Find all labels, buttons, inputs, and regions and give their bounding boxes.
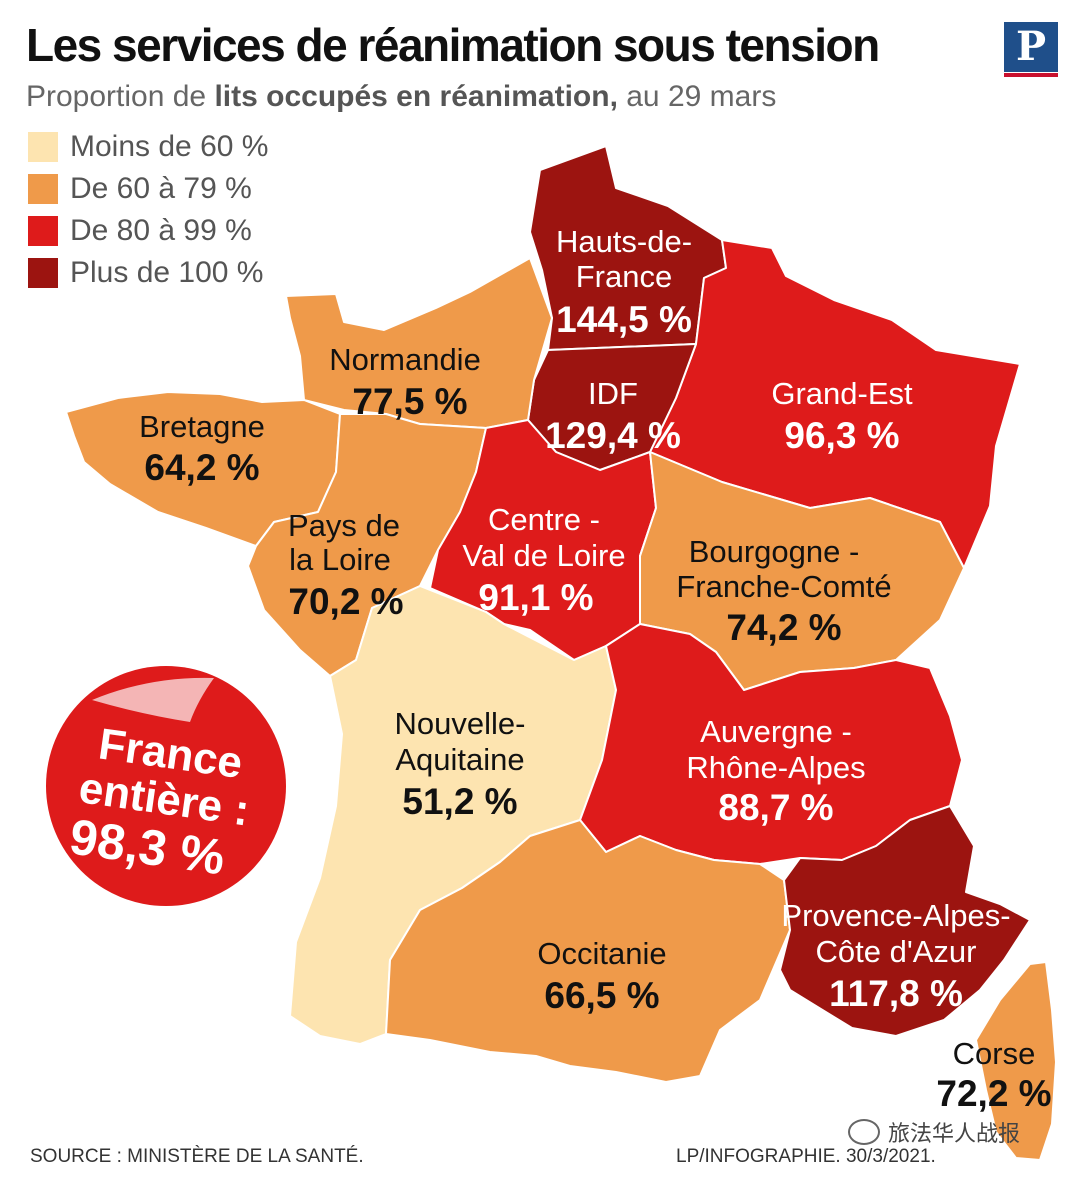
label-centre-val-de-loire: Centre - Val de Loire 91,1 % [462,502,625,618]
region-value: 88,7 % [718,787,833,828]
badge-curl [92,677,214,722]
label-occitanie: Occitanie 66,5 % [537,936,666,1016]
region-value: 72,2 % [936,1073,1051,1114]
national-badge: France entière : 98,3 % [46,666,286,906]
label-provence-alpes-cote-dazur: Provence-Alpes- Côte d'Azur 117,8 % [781,898,1010,1014]
region-name: IDF [588,376,638,411]
legend-swatch [28,174,58,204]
region-name-line2: Côte d'Azur [816,934,977,969]
legend: Moins de 60 % De 60 à 79 % De 80 à 99 % … [28,126,268,294]
region-value: 66,5 % [544,975,659,1016]
region-name-line1: Auvergne - [700,714,852,749]
label-bourgogne-franche-comte: Bourgogne - Franche-Comté 74,2 % [676,534,891,648]
region-provence-alpes-cote-dazur [779,805,1031,1037]
subtitle-prefix: Proportion de [26,80,215,113]
label-nouvelle-aquitaine: Nouvelle- Aquitaine 51,2 % [395,706,526,822]
subtitle-suffix: au 29 mars [617,80,777,113]
legend-swatch [28,132,58,162]
legend-label: Moins de 60 % [70,130,269,163]
region-occitanie [385,819,791,1083]
legend-label: De 60 à 79 % [70,172,252,205]
source-note: SOURCE : MINISTÈRE DE LA SANTÉ. [30,1146,364,1167]
region-name-line1: Centre - [488,502,600,537]
region-name-line2: Val de Loire [462,538,625,573]
label-hauts-de-france: Hauts-de- France 144,5 % [556,224,692,340]
badge-circle [46,666,286,906]
label-normandie: Normandie 77,5 % [329,342,481,422]
label-corse: Corse 72,2 % [936,1036,1051,1114]
legend-item: Plus de 100 % [28,252,268,294]
region-name-line1: Provence-Alpes- [781,898,1010,933]
wechat-icon [848,1119,880,1145]
region-name-line1: Hauts-de- [556,224,692,259]
credit-note: LP/INFOGRAPHIE. 30/3/2021. [676,1146,936,1167]
legend-item: De 80 à 99 % [28,210,268,252]
region-name-line2: France [576,259,672,294]
label-idf: IDF 129,4 % [545,376,681,456]
region-name-line2: Aquitaine [395,742,524,777]
legend-item: De 60 à 79 % [28,168,268,210]
region-value: 96,3 % [784,415,899,456]
legend-item: Moins de 60 % [28,126,268,168]
region-name-line1: Nouvelle- [395,706,526,741]
le-parisien-logo: P [1004,22,1058,77]
region-value: 129,4 % [545,415,681,456]
region-name: Corse [953,1036,1036,1071]
label-bretagne: Bretagne 64,2 % [139,409,265,488]
legend-label: Plus de 100 % [70,256,264,289]
legend-swatch [28,258,58,288]
region-name-line2: Rhône-Alpes [686,750,865,785]
subtitle-bold: lits occupés en réanimation, [214,80,618,113]
region-value: 64,2 % [144,447,259,488]
region-name-line2: la Loire [289,542,391,577]
region-value: 51,2 % [402,781,517,822]
region-name: Grand-Est [771,376,913,411]
region-value: 91,1 % [478,577,593,618]
region-corse [975,961,1057,1161]
region-value: 70,2 % [288,581,403,622]
legend-swatch [28,216,58,246]
region-value: 77,5 % [352,381,467,422]
label-grand-est: Grand-Est 96,3 % [771,376,913,456]
label-auvergne-rhone-alpes: Auvergne - Rhône-Alpes 88,7 % [686,714,865,828]
wechat-name: 旅法华人战报 [888,1121,1021,1146]
region-value: 144,5 % [556,299,692,340]
map-subtitle: Proportion de lits occupés en réanimatio… [26,80,776,114]
region-value: 74,2 % [726,607,841,648]
region-name: Bretagne [139,409,265,444]
region-name-line1: Bourgogne - [689,534,860,569]
wechat-watermark: 旅法华人战报 [848,1116,1020,1148]
region-name-line2: Franche-Comté [676,569,891,604]
label-pays-de-la-loire: Pays de la Loire 70,2 % [288,508,404,622]
region-name-line1: Pays de [288,508,400,543]
region-name: Occitanie [537,936,666,971]
legend-label: De 80 à 99 % [70,214,252,247]
region-normandie [285,257,553,429]
map-title: Les services de réanimation sous tension [26,19,880,71]
region-value: 117,8 % [829,973,963,1014]
region-name: Normandie [329,342,481,377]
